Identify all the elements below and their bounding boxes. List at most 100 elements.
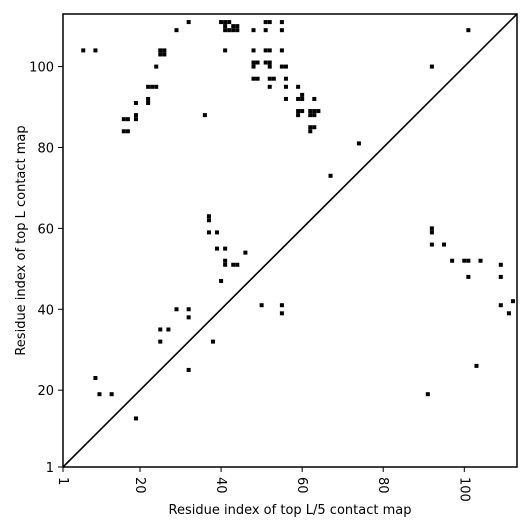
contact-point: [267, 76, 272, 81]
contact-point: [279, 303, 284, 308]
contact-point: [219, 20, 224, 25]
contact-point: [283, 76, 288, 81]
contact-point: [316, 109, 321, 114]
contact-point: [251, 48, 256, 53]
contact-points: [81, 20, 515, 421]
contact-point: [227, 28, 232, 33]
contact-point: [97, 392, 102, 397]
y-tick-label: 1: [46, 461, 54, 476]
contact-point: [223, 24, 228, 29]
contact-point: [429, 226, 434, 231]
contact-point: [259, 303, 264, 308]
contact-point: [186, 367, 191, 372]
y-axis: 1 20 40 60 80 100: [29, 61, 63, 476]
contact-point: [296, 96, 301, 101]
contact-point: [146, 84, 151, 89]
contact-point: [279, 48, 284, 53]
contact-point: [215, 246, 220, 251]
contact-point: [121, 117, 126, 122]
contact-point: [146, 96, 151, 101]
contact-point: [158, 327, 163, 332]
contact-point: [300, 96, 305, 101]
contact-point: [442, 242, 447, 247]
contact-point: [215, 230, 220, 235]
contact-point: [206, 230, 211, 235]
y-tick-label: 60: [37, 222, 54, 237]
contact-point: [206, 218, 211, 223]
contact-point: [154, 64, 159, 69]
contact-point: [206, 214, 211, 219]
contact-point: [125, 129, 130, 134]
contact-point: [219, 278, 224, 283]
contact-point: [243, 250, 248, 255]
x-tick-label: 40: [213, 477, 228, 494]
contact-point: [466, 274, 471, 279]
contact-point: [279, 20, 284, 25]
contact-point: [267, 60, 272, 65]
contact-point: [133, 117, 138, 122]
contact-point: [312, 125, 317, 130]
contact-point: [223, 20, 228, 25]
contact-point: [462, 258, 467, 263]
contact-point: [146, 100, 151, 105]
contact-point: [279, 311, 284, 316]
contact-point: [251, 76, 256, 81]
contact-point: [162, 48, 167, 53]
x-axis-title: Residue index of top L/5 contact map: [169, 503, 412, 518]
contact-point: [267, 84, 272, 89]
contact-point: [133, 416, 138, 421]
contact-point: [279, 64, 284, 69]
contact-point: [231, 24, 236, 29]
contact-point: [267, 64, 272, 69]
x-tick-label: 60: [294, 477, 309, 494]
contact-point: [150, 84, 155, 89]
contact-point: [308, 113, 313, 118]
contact-point: [429, 242, 434, 247]
diagonal-line: [62, 13, 518, 468]
contact-point: [158, 52, 163, 57]
contact-point: [312, 113, 317, 118]
contact-point: [271, 76, 276, 81]
contact-point: [312, 109, 317, 114]
contact-point: [235, 28, 240, 33]
x-tick-label: 100: [456, 477, 471, 502]
contact-point: [474, 363, 479, 368]
contact-point: [296, 84, 301, 89]
contact-point: [263, 28, 268, 33]
contact-point: [429, 64, 434, 69]
contact-point: [166, 327, 171, 332]
contact-point: [267, 20, 272, 25]
contact-point: [283, 96, 288, 101]
contact-point: [308, 125, 313, 130]
plot-frame: [62, 13, 518, 468]
contact-point: [300, 92, 305, 97]
contact-point: [267, 48, 272, 53]
contact-point: [263, 20, 268, 25]
contact-point: [251, 64, 256, 69]
contact-point: [510, 299, 515, 304]
x-axis: 1 20 40 60 80 100: [55, 467, 471, 502]
contact-point: [223, 262, 228, 267]
contact-point: [81, 48, 86, 53]
contact-point: [109, 392, 114, 397]
contact-point: [308, 109, 313, 114]
x-tick-label: 1: [55, 477, 70, 485]
contact-point: [186, 307, 191, 312]
contact-point: [158, 339, 163, 344]
contact-point: [223, 246, 228, 251]
contact-point: [227, 20, 232, 25]
contact-point: [223, 258, 228, 263]
x-tick-label: 20: [132, 477, 147, 494]
contact-point: [498, 303, 503, 308]
y-tick-label: 100: [29, 61, 54, 76]
contact-point: [312, 96, 317, 101]
contact-point: [498, 262, 503, 267]
contact-point: [251, 28, 256, 33]
contact-point: [283, 84, 288, 89]
contact-point: [356, 141, 361, 146]
contact-point: [174, 307, 179, 312]
contact-point: [121, 129, 126, 134]
contact-point: [133, 113, 138, 118]
contact-point: [425, 392, 430, 397]
